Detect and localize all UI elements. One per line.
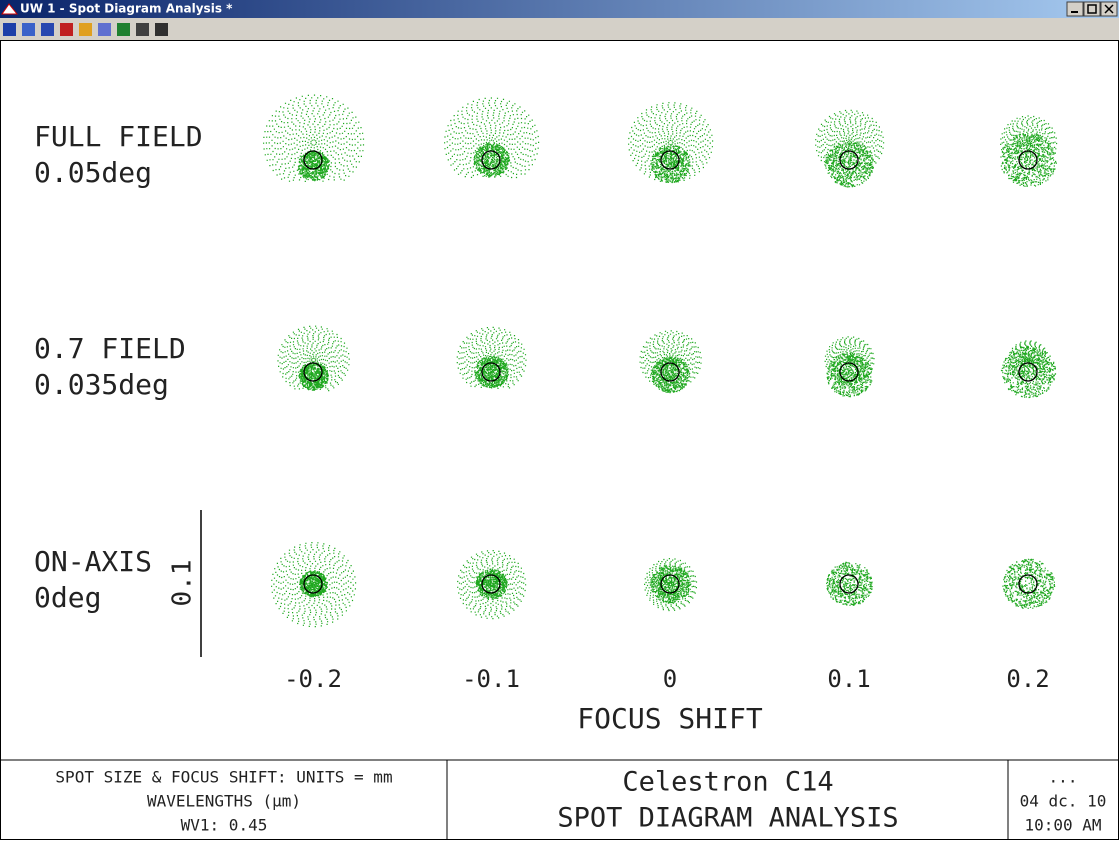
field-angle: 0.035deg [34,368,169,401]
spot-diagram [815,109,885,188]
tool-button[interactable] [155,23,168,36]
field-name: ON-AXIS [34,545,152,578]
footer-center-line: Celestron C14 [622,767,833,798]
field-angle: 0.05deg [34,156,152,189]
footer-right-line: 10:00 AM [1024,816,1101,835]
maximize-icon [1087,4,1097,14]
airy-disk [303,574,323,594]
airy-disk [303,150,323,170]
window-title: UW 1 - Spot Diagram Analysis * [20,2,233,16]
footer-right-line: 04 dc. 10 [1020,792,1107,811]
field-name: FULL FIELD [34,120,203,153]
focus-shift-label: 0.2 [1006,665,1049,693]
airy-disk [481,150,501,170]
window-buttons[interactable] [1066,1,1118,17]
scale-label: 0.1 [168,560,198,607]
airy-disk [481,362,501,382]
plot-frame [0,40,1119,840]
airy-disk [1018,150,1038,170]
footer-right-line: ... [1049,768,1078,787]
toolbar-buttons [3,23,168,36]
spot-diagram [1000,340,1057,399]
tool-button[interactable] [98,23,111,36]
field-name: 0.7 FIELD [34,332,186,365]
spot-diagram [456,326,527,389]
airy-disk [839,150,859,170]
spot-diagram [271,542,357,628]
x-axis-label: FOCUS SHIFT [577,702,763,735]
focus-shift-label: -0.2 [284,665,342,693]
airy-disk [839,574,859,594]
spot-diagram [639,330,702,394]
airy-disk [1018,362,1038,382]
tool-button[interactable] [41,23,54,36]
spot-diagram [457,550,527,620]
airy-disk [839,362,859,382]
tool-button[interactable] [60,23,73,36]
spot-diagram [824,336,875,398]
spot-diagram [263,94,365,182]
close-icon [1104,4,1114,14]
minimize-icon [1071,11,1078,13]
footer-left-line: WAVELENGTHS (µm) [147,792,301,811]
spot-diagram [277,325,350,392]
spot-diagram [1002,558,1056,609]
airy-disk [660,574,680,594]
spot-diagram [444,97,540,179]
tool-button[interactable] [79,23,92,36]
tool-button[interactable] [22,23,35,36]
footer-text: SPOT SIZE & FOCUS SHIFT: UNITS = mm WAVEL… [55,767,1106,835]
airy-disk [660,150,680,170]
footer-center-line: SPOT DIAGRAM ANALYSIS [557,803,898,834]
tool-button[interactable] [117,23,130,36]
tool-button[interactable] [3,23,16,36]
tool-button[interactable] [136,23,149,36]
footer [0,759,1119,840]
title-bar [0,0,1119,18]
spot-diagram [826,561,873,606]
minimize-button[interactable] [1066,1,1084,17]
toolbar [0,18,1119,40]
maximize-button[interactable] [1083,1,1101,17]
field-angle: 0deg [34,581,101,614]
airy-disk [660,362,680,382]
app-icon [1,3,19,15]
focus-shift-label: 0.1 [827,665,870,693]
airy-disk [481,574,501,594]
spot-diagram [644,558,698,612]
airy-disk [1018,574,1038,594]
footer-left-line: WV1: 0.45 [181,816,268,835]
airy-disk [303,362,323,382]
focus-shift-label: -0.1 [462,665,520,693]
footer-left-line: SPOT SIZE & FOCUS SHIFT: UNITS = mm [55,768,392,787]
spot-diagram [628,102,714,184]
focus-shift-label: 0 [663,665,677,693]
